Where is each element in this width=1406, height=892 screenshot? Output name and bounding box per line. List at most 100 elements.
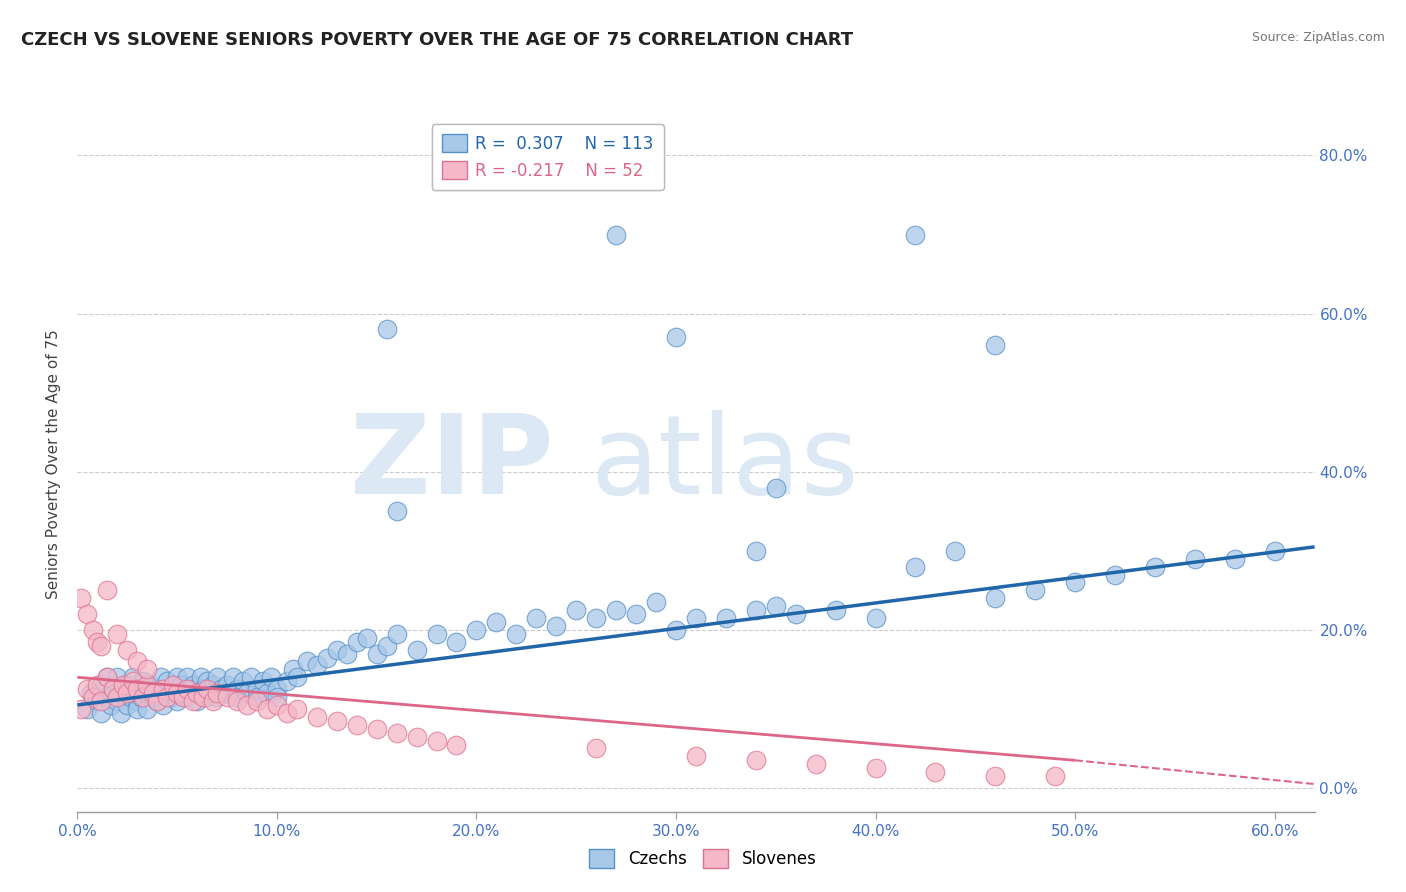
Point [285,702,308,716]
Point [745,543,768,558]
Point [191,682,214,697]
Point [565,603,588,617]
Point [984,338,1007,352]
Point [385,627,408,641]
Point [172,686,194,700]
Point [524,611,547,625]
Point [215,686,238,700]
Point [485,615,508,629]
Point [127,682,149,697]
Point [209,682,232,697]
Point [186,686,208,700]
Point [96,690,118,704]
Point [86,634,108,648]
Point [385,725,408,739]
Point [150,670,173,684]
Point [984,591,1007,606]
Point [142,686,165,700]
Point [865,611,887,625]
Point [146,694,169,708]
Point [152,698,174,712]
Point [305,710,328,724]
Point [804,757,827,772]
Point [76,702,98,716]
Point [1024,583,1046,598]
Point [76,682,98,697]
Point [86,678,108,692]
Point [170,678,193,692]
Point [366,647,388,661]
Point [232,674,254,689]
Point [276,674,298,689]
Point [146,682,169,697]
Point [260,670,283,684]
Point [276,706,298,720]
Point [176,682,198,697]
Point [1223,551,1246,566]
Point [605,227,627,242]
Point [156,674,179,689]
Point [195,674,218,689]
Point [745,753,768,767]
Point [186,694,208,708]
Point [86,694,108,708]
Legend: Czechs, Slovenes: Czechs, Slovenes [583,843,823,875]
Point [385,504,408,518]
Point [160,690,183,704]
Point [266,698,288,712]
Point [765,599,787,614]
Point [90,639,112,653]
Point [127,655,149,669]
Point [425,627,447,641]
Point [122,674,145,689]
Point [266,690,288,704]
Point [215,690,238,704]
Point [156,686,179,700]
Y-axis label: Seniors Poverty Over the Age of 75: Seniors Poverty Over the Age of 75 [46,329,62,599]
Point [1264,543,1286,558]
Point [90,694,112,708]
Point [70,591,93,606]
Point [110,706,132,720]
Point [96,670,118,684]
Point [82,690,104,704]
Point [266,682,288,697]
Point [226,694,249,708]
Point [76,607,98,621]
Point [127,702,149,716]
Point [1043,769,1066,783]
Point [136,702,159,716]
Point [70,702,93,716]
Point [132,690,155,704]
Point [256,686,278,700]
Point [202,678,225,692]
Point [281,662,304,676]
Point [425,733,447,747]
Point [1104,567,1126,582]
Text: atlas: atlas [591,410,859,517]
Point [110,686,132,700]
Point [181,694,204,708]
Point [96,583,118,598]
Point [904,559,927,574]
Point [80,686,103,700]
Point [945,543,967,558]
Point [745,603,768,617]
Point [236,698,259,712]
Point [984,769,1007,783]
Point [346,717,368,731]
Point [226,690,249,704]
Point [375,639,398,653]
Point [105,670,128,684]
Point [176,690,198,704]
Point [152,682,174,697]
Point [624,607,647,621]
Point [236,686,259,700]
Point [465,623,488,637]
Point [315,650,337,665]
Point [136,686,159,700]
Point [924,765,946,780]
Point [446,634,468,648]
Point [405,730,427,744]
Point [105,690,128,704]
